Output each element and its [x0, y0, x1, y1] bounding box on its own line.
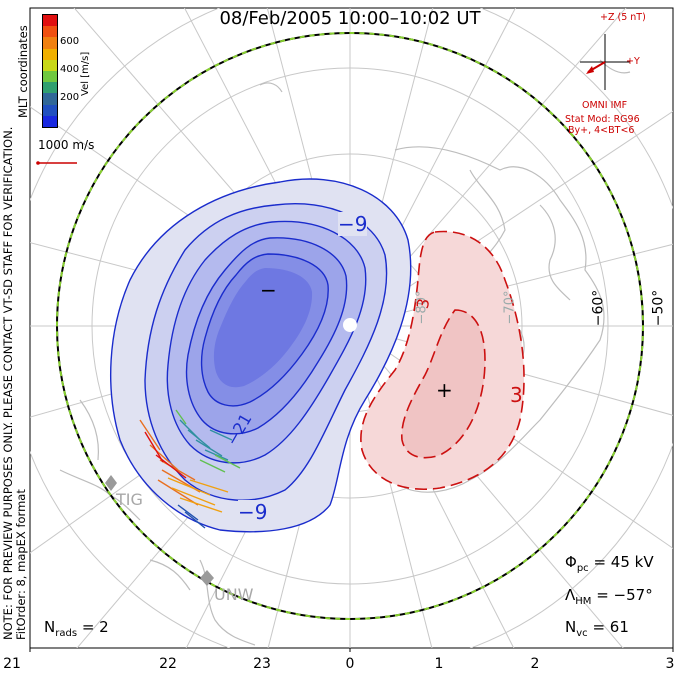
mlt-tick-22: 22: [159, 656, 177, 672]
station-label-unw: UNW: [214, 585, 254, 604]
fit-order-line: FitOrder: 8, mapEX format: [14, 489, 28, 640]
boundary-dashes: [56, 32, 644, 620]
lat-label-70: −70°: [502, 290, 518, 325]
radar-count: Nrads = 2: [44, 618, 109, 639]
lambda-value: = −57°: [596, 586, 653, 604]
coordinate-system-label: MLT coordinates: [16, 25, 30, 118]
plot-frame: [29, 7, 674, 649]
nrads-sub: rads: [55, 628, 78, 639]
imf-condition: By+, 4<BT<6: [568, 125, 635, 136]
nvc-symbol: N: [565, 618, 577, 636]
phi-sub: pc: [576, 563, 589, 574]
phi-symbol: Φ: [565, 553, 577, 571]
imf-model: Stat Mod: RG96: [565, 114, 640, 125]
nvc-value: = 61: [592, 618, 629, 636]
contour-label-neg-top: −9: [338, 212, 368, 236]
imf-y-label: +Y: [626, 56, 640, 67]
velocity-colorbar: [42, 14, 58, 128]
station-markers: [105, 475, 214, 586]
mlt-tick-0: 0: [345, 656, 355, 672]
mlt-tick-21: 21: [3, 656, 21, 672]
positive-potential-cell: [360, 230, 525, 490]
imf-z-label: +Z (5 nT): [600, 12, 646, 23]
nrads-value: = 2: [81, 618, 109, 636]
lat-label-60: −60°: [590, 289, 607, 327]
mlt-tick-2: 2: [530, 656, 540, 672]
phi-value: = 45 kV: [593, 553, 654, 571]
nvc-sub: vc: [576, 628, 588, 639]
cross-polar-potential: Φpc = 45 kV: [565, 553, 654, 574]
mlt-tick-23: 23: [253, 656, 271, 672]
contour-label-pos-outer: 3: [510, 383, 523, 407]
colorbar-label: Vel [m/s]: [80, 51, 91, 96]
hm-latitude: ΛHM = −57°: [565, 586, 653, 607]
imf-clock-dial: [580, 34, 630, 90]
colorbar-tick-400: 400: [60, 64, 80, 75]
reference-vector-label: 1000 m/s: [38, 138, 95, 152]
preview-note: NOTE: FOR PREVIEW PURPOSES ONLY. PLEASE …: [1, 127, 28, 640]
velocity-vectors: [139, 409, 241, 529]
colorbar-tick-600: 600: [60, 36, 80, 47]
contour-label-neg-bottom: −9: [238, 500, 268, 524]
potential-max-marker: +: [436, 378, 453, 402]
mlt-tick-1: 1: [434, 656, 444, 672]
lambda-sub: HM: [575, 596, 592, 607]
vector-count: Nvc = 61: [565, 618, 629, 639]
mlt-tick-3: 3: [665, 656, 675, 672]
bottom-axis: [29, 648, 674, 652]
potential-min-marker: −: [260, 278, 277, 302]
station-label-tig: TIG: [116, 490, 143, 509]
negative-potential-cell: [110, 178, 412, 533]
colorbar-tick-200: 200: [60, 92, 80, 103]
lat-label-50: −50°: [650, 289, 667, 327]
lambda-symbol: Λ: [565, 586, 576, 604]
nrads-symbol: N: [44, 618, 56, 636]
magnetic-pole: [343, 318, 357, 332]
imf-source: OMNI IMF: [582, 100, 628, 111]
map-title: 08/Feb/2005 10:00–10:02 UT: [219, 8, 481, 29]
